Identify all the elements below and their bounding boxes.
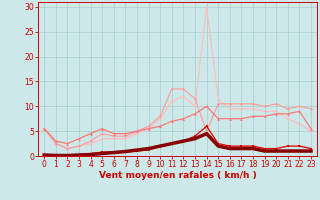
- X-axis label: Vent moyen/en rafales ( km/h ): Vent moyen/en rafales ( km/h ): [99, 171, 256, 180]
